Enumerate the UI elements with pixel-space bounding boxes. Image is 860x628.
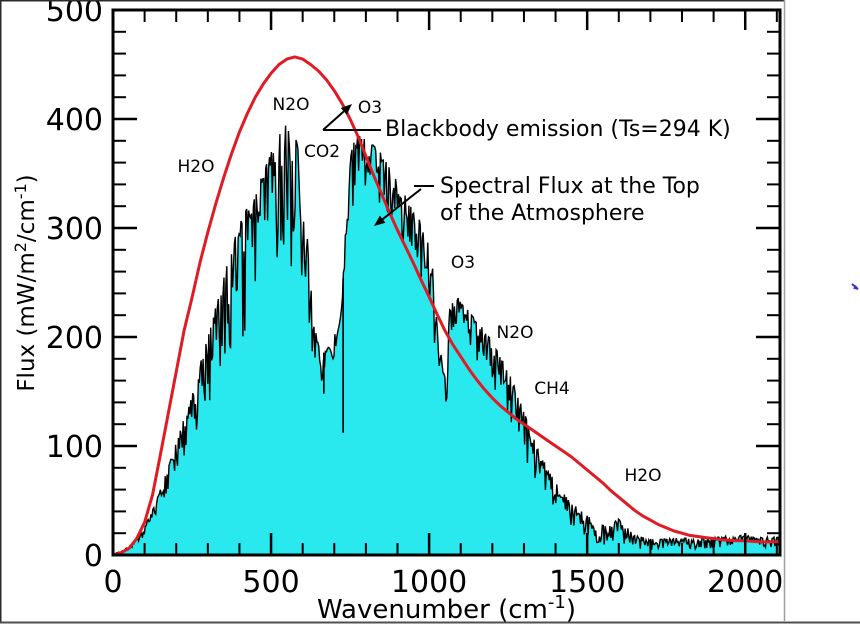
- label-N2O: N2O: [497, 323, 534, 343]
- axis-ticks: [111, 8, 780, 557]
- x-tick-label: 1500: [549, 565, 625, 600]
- axes-frame: [111, 8, 782, 557]
- label-CH4: CH4: [534, 379, 569, 399]
- spectral-flux-area: [112, 125, 781, 556]
- label-CO2: CO2: [304, 142, 340, 162]
- plot-frame: [111, 8, 782, 557]
- blackbody-pointer-arrow-head: [340, 104, 352, 115]
- molecule-labels: H2O N2O O3 CO2 O3 N2O CH4 H2O: [178, 95, 662, 486]
- x-tick-label: 2000: [707, 565, 783, 600]
- spectral-pointer-arrow-head: [374, 215, 386, 226]
- label-H2O: H2O: [178, 157, 215, 177]
- tick-labels: 0 500 1000 1500 2000 0 100 200 300 400 500: [46, 0, 784, 600]
- x-tick-label: 500: [242, 565, 299, 600]
- label-O3: O3: [358, 98, 382, 118]
- y-tick-label: 500: [46, 0, 103, 29]
- blackbody-line: [111, 55, 782, 557]
- y-axis-title: Flux (mW/m2/cm-1): [11, 174, 40, 391]
- label-N2O: N2O: [273, 95, 310, 115]
- blackbody-annotation-text: Blackbody emission (Ts=294 K): [385, 117, 731, 142]
- spectral-annotation-line1: Spectral Flux at the Top: [440, 174, 700, 199]
- blackbody-curve: [111, 55, 782, 557]
- y-tick-label: 0: [84, 539, 103, 574]
- x-tick-label: 1000: [391, 565, 467, 600]
- y-tick-label: 300: [46, 212, 103, 247]
- label-H2O: H2O: [625, 466, 662, 486]
- x-axis-title: Wavenumber (cm-1): [317, 592, 576, 625]
- y-tick-label: 100: [46, 430, 103, 465]
- axis-titles: Wavenumber (cm-1) Flux (mW/m2/cm-1): [11, 174, 576, 625]
- cursor-artifact-tip: [853, 285, 858, 290]
- y-tick-label: 200: [46, 321, 103, 356]
- x-tick-label: 0: [103, 565, 122, 600]
- spectral-annotation-line2: of the Atmosphere: [440, 201, 644, 226]
- label-O3: O3: [451, 253, 475, 273]
- annotations: Blackbody emission (Ts=294 K) Spectral F…: [322, 104, 731, 226]
- y-tick-label: 400: [46, 103, 103, 138]
- blackbody-pointer-arrow: [322, 110, 345, 131]
- spectral-pointer-arrow: [382, 188, 422, 220]
- spectral-flux-series: [112, 125, 781, 556]
